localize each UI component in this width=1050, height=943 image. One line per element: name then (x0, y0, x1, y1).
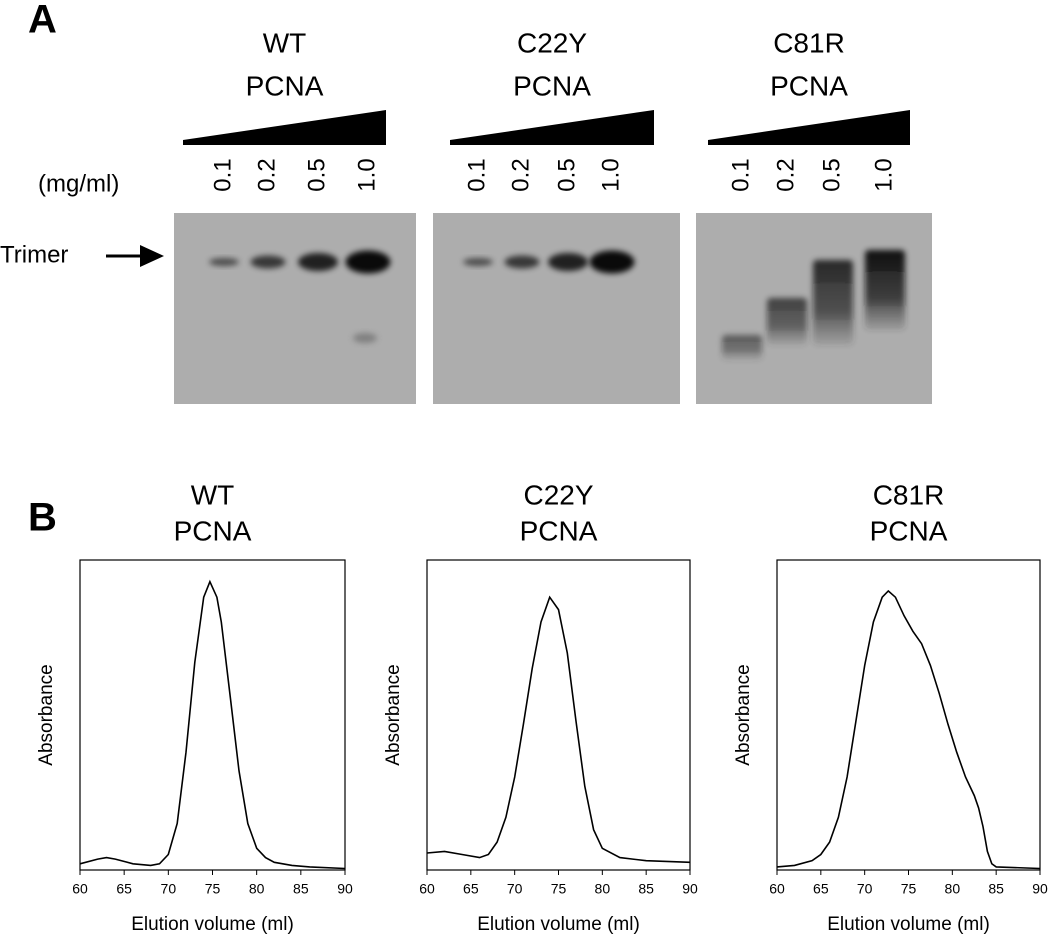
chart-title: PCNA (174, 515, 252, 546)
concentration-label: 1.0 (597, 158, 624, 191)
gel-shade (433, 213, 680, 404)
x-tick-label: 90 (1032, 881, 1048, 897)
x-axis-title: Elution volume (ml) (131, 914, 294, 935)
concentration-wedge (183, 110, 386, 145)
gel-spot (353, 333, 377, 343)
x-tick-label: 75 (901, 881, 917, 897)
chart-title: PCNA (870, 515, 948, 546)
concentration-label: 1.0 (870, 158, 897, 191)
y-axis-title: Absorbance (733, 664, 754, 765)
x-tick-label: 85 (638, 881, 654, 897)
concentration-label: 0.1 (209, 158, 236, 191)
x-tick-label: 65 (813, 881, 829, 897)
concentration-label: 0.2 (253, 158, 280, 191)
x-tick-label: 75 (205, 881, 221, 897)
concentration-label: 0.1 (463, 158, 490, 191)
chart-title: C22Y (523, 479, 593, 510)
concentration-label: 0.2 (772, 158, 799, 191)
x-tick-label: 90 (337, 881, 353, 897)
concentration-label: 0.5 (553, 158, 580, 191)
x-tick-label: 80 (945, 881, 961, 897)
chart-title: C81R (873, 479, 945, 510)
x-axis-title: Elution volume (ml) (827, 914, 990, 935)
gel-band (298, 253, 338, 271)
x-tick-label: 70 (857, 881, 873, 897)
gel-title: C81R (773, 27, 845, 58)
gel-band (504, 255, 540, 269)
gel-band (345, 250, 391, 274)
chromatogram-line (426, 595, 691, 864)
concentration-label: 1.0 (353, 158, 380, 191)
x-tick-label: 80 (249, 881, 265, 897)
concentration-label: 0.5 (818, 158, 845, 191)
x-tick-label: 70 (507, 881, 523, 897)
x-tick-label: 60 (769, 881, 785, 897)
panel-label: B (28, 496, 57, 540)
x-tick-label: 85 (293, 881, 309, 897)
concentration-label: 0.2 (507, 158, 534, 191)
band-label: Trimer (0, 241, 68, 268)
concentration-label: 0.1 (727, 158, 754, 191)
x-tick-label: 60 (419, 881, 435, 897)
gel-image (174, 213, 416, 404)
gel-title: PCNA (770, 70, 848, 101)
plot-frame (776, 559, 1041, 871)
gel-smear (722, 335, 762, 360)
x-tick-label: 75 (551, 881, 567, 897)
x-tick-label: 70 (161, 881, 177, 897)
concentration-wedge (450, 110, 654, 145)
arrow-head (140, 245, 164, 267)
concentration-label: 0.5 (303, 158, 330, 191)
x-tick-label: 60 (72, 881, 88, 897)
gel-band (463, 258, 493, 266)
y-axis-title: Absorbance (36, 664, 57, 765)
gel-smear (865, 250, 905, 330)
gel-image (433, 213, 680, 404)
x-tick-label: 90 (682, 881, 698, 897)
x-tick-label: 65 (116, 881, 132, 897)
plot-frame (426, 559, 691, 871)
gel-title: PCNA (246, 70, 324, 101)
chart-title: WT (191, 479, 235, 510)
gel-band (209, 258, 239, 266)
y-axis-title: Absorbance (383, 664, 404, 765)
concentration-wedge (708, 110, 910, 145)
gel-band (250, 255, 286, 269)
x-axis-title: Elution volume (ml) (477, 914, 640, 935)
gel-band (548, 253, 588, 271)
chromatogram-line (776, 589, 1041, 870)
gel-smear (767, 298, 807, 345)
chart-title: PCNA (520, 515, 598, 546)
gel-title: PCNA (513, 70, 591, 101)
gel-band (589, 250, 635, 274)
gel-smear (813, 260, 853, 345)
x-tick-label: 80 (595, 881, 611, 897)
unit-label: (mg/ml) (38, 170, 119, 197)
x-tick-label: 85 (988, 881, 1004, 897)
plot-frame (79, 559, 346, 871)
gel-shade (174, 213, 416, 404)
gel-title: WT (263, 27, 307, 58)
chromatogram-line (79, 579, 346, 870)
x-tick-label: 65 (463, 881, 479, 897)
gel-title: C22Y (517, 27, 587, 58)
panel-label: A (28, 0, 57, 42)
